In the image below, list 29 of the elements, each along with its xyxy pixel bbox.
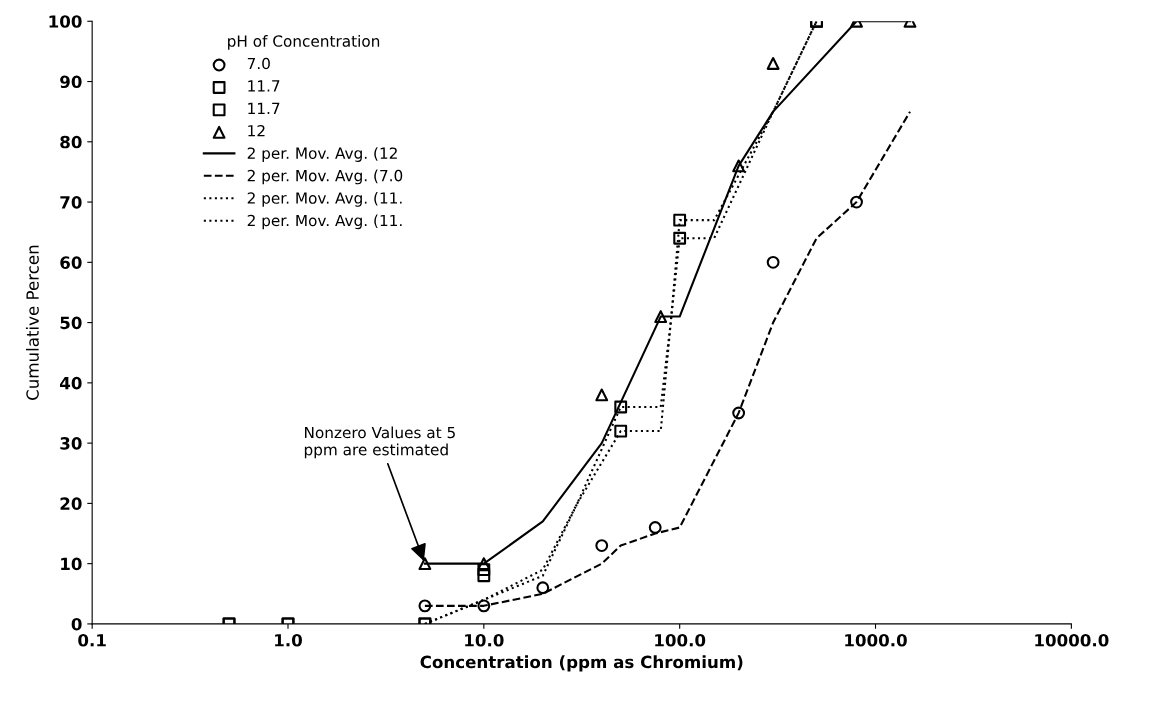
legend-title: pH of Concentration — [228, 35, 380, 50]
y-tick-label: 60 — [60, 256, 82, 269]
x-tick-label: 0.1 — [78, 633, 106, 647]
y-tick-label: 80 — [60, 135, 82, 149]
x-axis-title: Concentration (ppm as Chromium) — [420, 655, 743, 672]
y-tick-label: 50 — [60, 316, 82, 330]
legend-label: 7.0 — [247, 57, 270, 70]
legend-label: 2 per. Mov. Avg. (12 — [247, 147, 397, 162]
x-tick-label: 10.0 — [465, 633, 504, 647]
y-tick-label: 30 — [60, 437, 82, 450]
legend-label: 2 per. Mov. Avg. (7.0 — [247, 169, 403, 185]
y-tick-label: 20 — [60, 497, 82, 510]
y-tick-label: 90 — [60, 75, 82, 89]
y-tick-label: 40 — [60, 376, 82, 390]
y-tick-label: 10 — [61, 557, 82, 571]
legend-label: 2 per. Mov. Avg. (11. — [247, 214, 402, 230]
x-tick-label: 10000.0 — [1035, 633, 1109, 647]
legend-label: 12 — [248, 124, 265, 137]
legend-label: 2 per. Mov. Avg. (11. — [247, 192, 402, 207]
legend-label: 11.7 — [248, 102, 280, 114]
x-tick-label: 1000.0 — [845, 633, 907, 647]
y-tick-label: 100 — [49, 15, 82, 28]
legend-label: 11.7 — [248, 80, 280, 92]
x-tick-label: 1.0 — [275, 633, 302, 647]
annotation: Nonzero Values at 5 ppm are estimated — [304, 426, 455, 459]
y-tick-label: 70 — [60, 196, 82, 209]
y-axis-title: Cumulative Percen — [25, 245, 39, 400]
x-tick-label: 100.0 — [655, 633, 706, 647]
y-tick-label: 0 — [71, 617, 82, 631]
